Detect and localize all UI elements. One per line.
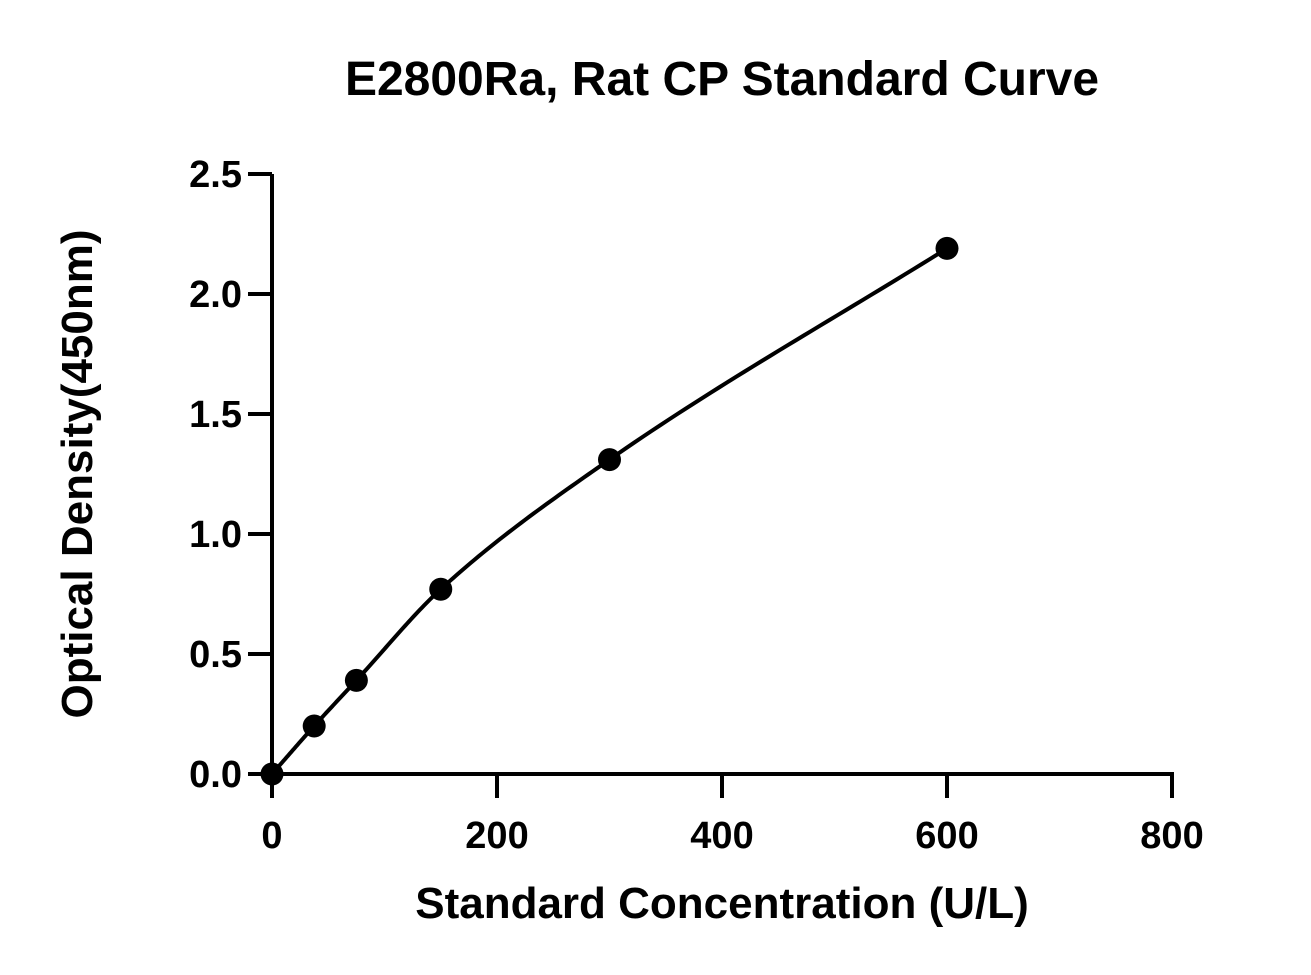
y-tick-label: 0.0 [189, 754, 242, 796]
x-tick-label: 400 [690, 815, 753, 857]
y-tick-label: 0.5 [189, 634, 242, 676]
axes: 0.0 0.5 1.0 1.5 2.0 2.5 0 200 400 600 800 [189, 154, 1204, 857]
data-point [302, 714, 326, 738]
y-tick-label: 2.0 [189, 274, 242, 316]
x-tick-label: 0 [261, 815, 282, 857]
data-point [344, 668, 368, 692]
data-point [260, 762, 284, 786]
y-tick-label: 2.5 [189, 154, 242, 196]
x-tick-label: 800 [1140, 815, 1203, 857]
data-point [429, 577, 453, 601]
data-points [260, 236, 959, 786]
x-tick-label: 600 [915, 815, 978, 857]
data-point [598, 448, 621, 472]
y-tick-label: 1.0 [189, 514, 242, 556]
x-tick-label: 200 [465, 815, 528, 857]
fit-curve-layer [270, 246, 949, 776]
y-axis-label: Optical Density(450nm) [53, 229, 102, 718]
fit-curve [270, 246, 949, 776]
x-axis-label: Standard Concentration (U/L) [415, 879, 1029, 928]
y-tick-label: 1.5 [189, 394, 242, 436]
data-point [935, 236, 959, 260]
chart-title: E2800Ra, Rat CP Standard Curve [345, 53, 1099, 106]
